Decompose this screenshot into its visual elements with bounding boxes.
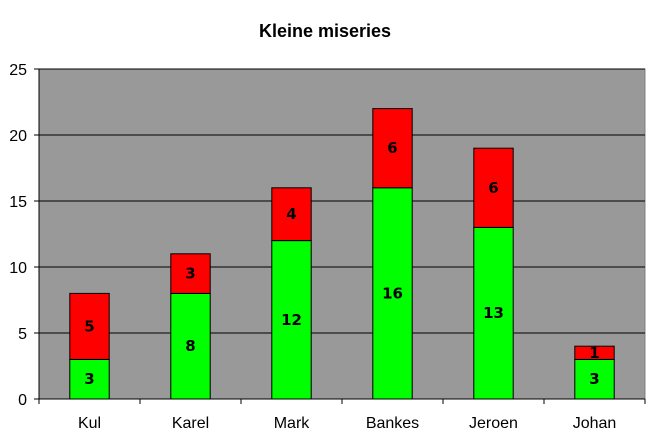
data-label: 8 bbox=[185, 337, 195, 355]
y-tick-label: 10 bbox=[9, 260, 27, 277]
y-tick-label: 15 bbox=[9, 194, 27, 211]
x-tick-label: Bankes bbox=[366, 415, 419, 432]
data-label: 6 bbox=[488, 179, 498, 197]
x-tick-label: Karel bbox=[172, 415, 209, 432]
data-label: 13 bbox=[483, 304, 504, 322]
data-label: 4 bbox=[286, 205, 296, 223]
x-tick-label: Kul bbox=[78, 415, 101, 432]
data-label: 1 bbox=[589, 344, 599, 362]
y-tick-label: 20 bbox=[9, 128, 27, 145]
bar-segment bbox=[170, 253, 211, 294]
data-label: 3 bbox=[589, 370, 599, 388]
y-tick-label: 5 bbox=[18, 326, 27, 343]
bar-segment bbox=[473, 147, 514, 228]
y-tick-label: 0 bbox=[18, 392, 27, 409]
data-label: 12 bbox=[281, 311, 302, 329]
plot-area: 051015202535Kul83Karel124Mark166Bankes13… bbox=[9, 62, 646, 432]
plot-background bbox=[38, 68, 646, 400]
bar-segment bbox=[372, 108, 413, 189]
bar-segment bbox=[473, 226, 514, 400]
bar-segment bbox=[372, 187, 413, 400]
data-label: 5 bbox=[84, 317, 94, 335]
x-tick-label: Jeroen bbox=[469, 415, 518, 432]
y-tick-label: 25 bbox=[9, 62, 27, 79]
bar-segment bbox=[271, 240, 312, 400]
data-label: 6 bbox=[387, 139, 397, 157]
x-tick-label: Johan bbox=[573, 415, 617, 432]
bar-segment bbox=[574, 358, 615, 400]
chart-title: Kleine miseries bbox=[259, 21, 391, 41]
data-label: 16 bbox=[382, 284, 403, 302]
bar-segment bbox=[69, 358, 110, 400]
x-tick-label: Mark bbox=[274, 415, 311, 432]
data-label: 3 bbox=[185, 265, 195, 283]
bar-segment bbox=[271, 187, 312, 242]
data-label: 3 bbox=[84, 370, 94, 388]
bar-segment bbox=[69, 292, 110, 360]
bar-segment bbox=[574, 345, 615, 360]
bar-segment bbox=[170, 292, 211, 400]
